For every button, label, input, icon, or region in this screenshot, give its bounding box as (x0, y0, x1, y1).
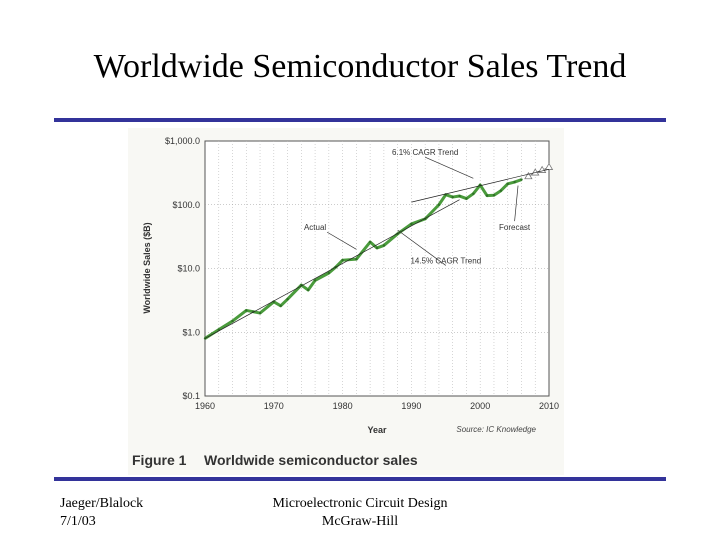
slide-title: Worldwide Semiconductor Sales Trend (93, 48, 627, 85)
y-axis-label: Worldwide Sales ($B) (142, 222, 152, 313)
data-point-actual (382, 244, 386, 247)
annotation-layer: 6.1% CAGR Trend Actual Forecast 14.5% CAGR … (304, 148, 531, 266)
data-point-actual (245, 309, 248, 312)
annotation-leader (514, 185, 519, 222)
trend-line-14-5-cagr (204, 199, 460, 339)
footer-book-title: Microelectronic Circuit Design (272, 496, 448, 511)
data-point-actual (258, 311, 262, 315)
footer-center: Microelectronic Circuit Design McGraw-Hi… (230, 495, 490, 531)
data-point-actual (520, 178, 523, 181)
figure-caption-number: Figure 1 (132, 452, 187, 468)
x-tick-label: 2000 (470, 401, 490, 411)
x-tick-label: 1960 (195, 401, 215, 411)
footer-publisher: McGraw-Hill (321, 514, 399, 529)
x-axis-label: Year (367, 425, 387, 435)
data-point-actual (472, 192, 475, 195)
data-point-actual (492, 194, 496, 197)
y-tick-label: $100.0 (172, 200, 200, 210)
footer-left: Jaeger/Blalock 7/1/03 (60, 495, 143, 531)
footer-authors: Jaeger/Blalock (60, 496, 144, 511)
data-point-actual (307, 288, 310, 292)
data-point-actual (499, 189, 503, 192)
title-divider (54, 118, 666, 122)
data-point-actual (355, 257, 358, 261)
annotation-label: 14.5% CAGR Trend (410, 256, 481, 265)
annotation-leader (326, 231, 357, 250)
footer-date: 7/1/03 (60, 514, 96, 529)
x-tick-label: 1980 (333, 401, 353, 411)
figure-caption-text: Worldwide semiconductor sales (204, 452, 418, 468)
data-point-actual (279, 304, 282, 307)
data-point-actual (485, 194, 489, 197)
figure-panel: $1,000.0 $100.0 $10.0 $1.0 $0.1 1960 1970 1980 1… (128, 128, 564, 475)
data-point-actual (506, 182, 509, 186)
annotation-leader (425, 156, 474, 179)
data-point-forecast (524, 171, 533, 180)
data-point-actual (286, 297, 289, 301)
data-point-actual (327, 271, 331, 275)
data-point-actual (458, 194, 461, 198)
data-point-actual (465, 197, 468, 200)
data-point-actual (368, 240, 372, 244)
grid-layer (205, 141, 549, 396)
y-tick-label: $1.0 (182, 327, 200, 337)
series-layer (203, 162, 554, 340)
x-tick-label: 1990 (401, 401, 421, 411)
annotation-label: Forecast (499, 223, 531, 232)
data-point-actual (341, 258, 344, 262)
data-point-actual (437, 203, 441, 206)
data-point-actual (410, 222, 413, 226)
y-tick-label: $1,000.0 (165, 136, 200, 146)
annotation-label: Actual (304, 223, 326, 232)
source-note: Source: IC Knowledge (456, 425, 536, 434)
data-point-actual (513, 180, 516, 184)
data-point-actual (231, 319, 234, 323)
x-tick-label: 2010 (539, 401, 559, 411)
x-tick-label: 1970 (264, 401, 284, 411)
annotation-leader (397, 229, 447, 266)
y-tick-label: $10.0 (177, 264, 200, 274)
trend-line-6-1-cagr (411, 168, 550, 203)
annotation-label: 6.1% CAGR Trend (392, 148, 458, 157)
data-point-actual (313, 279, 317, 282)
data-point-actual (451, 195, 454, 199)
y-tick-label: $0.1 (182, 391, 200, 401)
footer-divider (54, 477, 666, 481)
data-point-actual (375, 246, 379, 250)
